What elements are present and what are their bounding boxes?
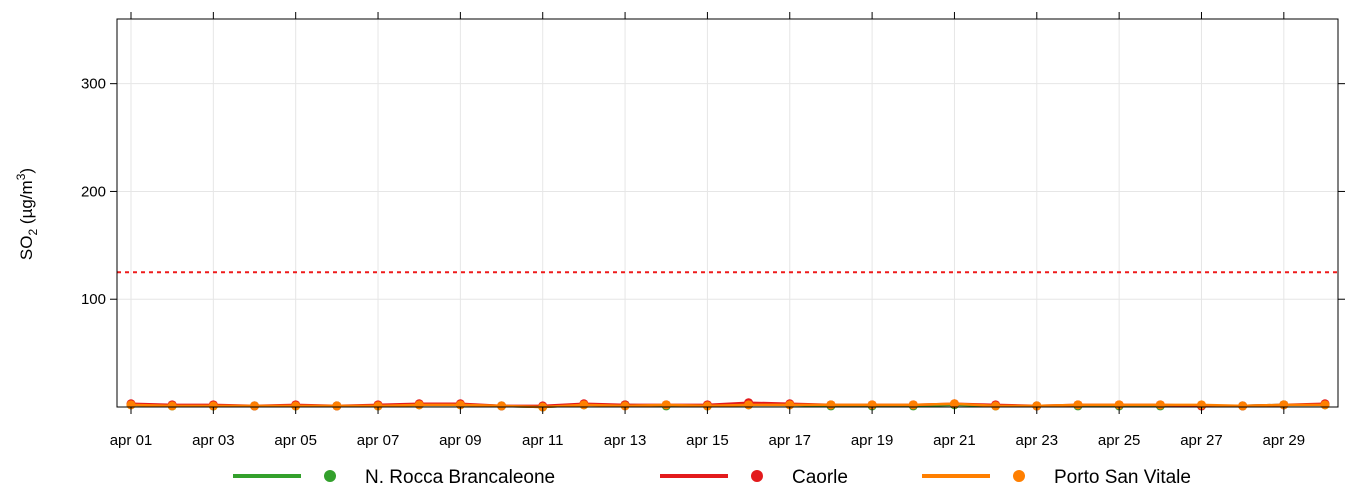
legend-item: N. Rocca Brancaleone: [233, 467, 555, 488]
legend-label: N. Rocca Brancaleone: [365, 467, 555, 488]
x-tick-label: apr 05: [274, 432, 317, 449]
legend: N. Rocca Brancaleone Caorle Porto San Vita…: [233, 467, 1191, 488]
data-point: [1155, 400, 1165, 410]
plot-frame: [116, 18, 1339, 408]
data-point: [744, 400, 754, 410]
x-tick-label: apr 09: [439, 432, 482, 449]
x-tick-label: apr 13: [604, 432, 647, 449]
data-point: [497, 401, 507, 411]
data-point: [332, 401, 342, 411]
x-tick-label: apr 27: [1180, 432, 1223, 449]
legend-item: Caorle: [660, 467, 848, 488]
data-point: [661, 400, 671, 410]
series-3: [126, 399, 1330, 412]
data-point: [208, 401, 218, 411]
data-point: [949, 399, 959, 409]
x-tick-label: apr 11: [522, 432, 563, 449]
x-tick-label: apr 15: [686, 432, 729, 449]
x-tick-label: apr 25: [1098, 432, 1141, 449]
series-layer: [126, 398, 1330, 412]
data-point: [579, 400, 589, 410]
legend-label: Caorle: [792, 467, 848, 488]
legend-item: Porto San Vitale: [922, 467, 1191, 488]
legend-point-swatch: [324, 470, 336, 482]
axes: apr 01 apr 03 apr 05 apr 07 apr 09 apr 11 apr …: [81, 12, 1345, 449]
x-tick-label: apr 07: [357, 432, 400, 449]
grid: [117, 19, 1338, 407]
data-point: [250, 401, 260, 411]
y-tick-label: 200: [81, 183, 106, 200]
x-tick-label: apr 01: [110, 432, 153, 449]
x-tick-label: apr 19: [851, 432, 894, 449]
data-point: [1320, 400, 1330, 410]
data-point: [167, 401, 177, 411]
x-tick-label: apr 21: [933, 432, 976, 449]
data-point: [291, 401, 301, 411]
x-tick-label: apr 17: [768, 432, 811, 449]
y-tick-label: 100: [81, 291, 106, 308]
legend-point-swatch: [751, 470, 763, 482]
data-point: [826, 400, 836, 410]
data-point: [1032, 401, 1042, 411]
data-point: [373, 401, 383, 411]
series-line: [130, 402, 1325, 409]
data-point: [1073, 400, 1083, 410]
data-point: [414, 400, 424, 410]
x-tick-label: apr 29: [1263, 432, 1306, 449]
legend-point-swatch: [1013, 470, 1025, 482]
data-point: [991, 401, 1001, 411]
legend-label: Porto San Vitale: [1054, 467, 1191, 488]
data-point: [702, 401, 712, 411]
data-point: [1238, 401, 1248, 411]
data-point: [620, 401, 630, 411]
data-point: [908, 400, 918, 410]
x-tick-label: apr 03: [192, 432, 235, 449]
x-tick-label: apr 23: [1016, 432, 1059, 449]
y-axis-title: SO2 (µg/m3): [14, 168, 40, 260]
y-tick-label: 300: [81, 76, 106, 93]
